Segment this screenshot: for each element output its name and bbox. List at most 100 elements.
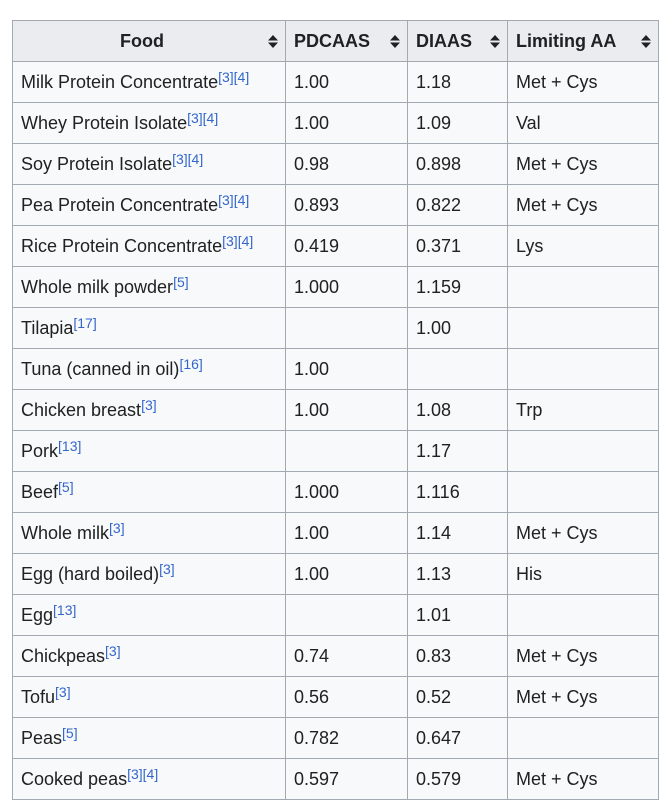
reference-link[interactable]: [4] — [142, 765, 159, 782]
pdcaas-value: 1.00 — [294, 522, 330, 543]
food-cell: Tuna (canned in oil)[16] — [12, 348, 286, 390]
table-row: Chickpeas[3] 0.74 0.83 Met + Cys — [12, 635, 659, 677]
reference-link[interactable]: [3] — [141, 396, 157, 413]
page: {"table": { "headers": ["Food", "PDCAAS"… — [0, 20, 672, 800]
reference-link[interactable]: [3] — [222, 232, 238, 249]
reference-link[interactable]: [3] — [172, 150, 188, 167]
sort-button[interactable] — [641, 35, 651, 48]
reference-link[interactable]: [3] — [105, 642, 121, 659]
food-cell: Beef[5] — [12, 471, 286, 513]
pdcaas-cell: 1.00 — [285, 389, 408, 431]
table-row: Milk Protein Concentrate[3][4] 1.00 1.18 Me… — [12, 61, 659, 103]
table-row: Beef[5] 1.000 1.116 — [12, 471, 659, 513]
references: [3][4] — [222, 233, 253, 249]
reference-link[interactable]: [4] — [233, 68, 250, 85]
limiting-cell — [507, 717, 659, 759]
diaas-value: 1.00 — [416, 317, 452, 338]
header-cell: Food — [12, 20, 286, 62]
header-row: Food PDCAAS DIAAS Limiting AA — [12, 20, 659, 62]
diaas-value: 1.14 — [416, 522, 452, 543]
reference-link[interactable]: [16] — [179, 355, 203, 372]
food-cell: Tilapia[17] — [12, 307, 286, 349]
limiting-value: Met + Cys — [516, 686, 598, 707]
pdcaas-value: 1.000 — [294, 276, 340, 297]
reference-link[interactable]: [5] — [62, 724, 78, 741]
food-name: Tilapia — [21, 317, 74, 338]
reference-link[interactable]: [5] — [58, 478, 74, 495]
header-cell: PDCAAS — [285, 20, 408, 62]
limiting-cell: Met + Cys — [507, 635, 659, 677]
sort-button[interactable] — [268, 35, 278, 48]
diaas-value: 1.01 — [416, 604, 452, 625]
pdcaas-cell: 0.893 — [285, 184, 408, 226]
diaas-value: 0.371 — [416, 235, 462, 256]
diaas-value: 0.52 — [416, 686, 452, 707]
table-row: Whole milk[3] 1.00 1.14 Met + Cys — [12, 512, 659, 554]
limiting-cell — [507, 430, 659, 472]
reference-link[interactable]: [3] — [127, 765, 143, 782]
table-row: Tilapia[17] 1.00 — [12, 307, 659, 349]
references: [3][4] — [172, 151, 203, 167]
reference-link[interactable]: [3] — [109, 519, 125, 536]
diaas-cell: 0.822 — [407, 184, 508, 226]
food-name: Peas — [21, 727, 63, 748]
reference-link[interactable]: [17] — [73, 314, 97, 331]
reference-link[interactable]: [3] — [187, 109, 203, 126]
food-cell: Chicken breast[3] — [12, 389, 286, 431]
reference-link[interactable]: [4] — [202, 109, 219, 126]
table-body: Milk Protein Concentrate[3][4] 1.00 1.18 Me… — [12, 61, 659, 800]
diaas-cell: 1.09 — [407, 102, 508, 144]
reference-link[interactable]: [3] — [218, 191, 234, 208]
references: [3] — [55, 684, 71, 700]
table-header: Food PDCAAS DIAAS Limiting AA — [12, 20, 659, 62]
references: [5] — [62, 725, 78, 741]
limiting-cell: Met + Cys — [507, 676, 659, 718]
pdcaas-value: 0.893 — [294, 194, 340, 215]
reference-link[interactable]: [5] — [173, 273, 189, 290]
references: [16] — [179, 356, 202, 372]
pdcaas-value: 0.419 — [294, 235, 340, 256]
limiting-cell — [507, 348, 659, 390]
diaas-cell: 1.17 — [407, 430, 508, 472]
reference-link[interactable]: [3] — [218, 68, 234, 85]
reference-link[interactable]: [3] — [55, 683, 71, 700]
pdcaas-cell: 1.00 — [285, 512, 408, 554]
reference-link[interactable]: [3] — [159, 560, 175, 577]
diaas-value: 0.898 — [416, 153, 462, 174]
limiting-value: Met + Cys — [516, 153, 598, 174]
reference-link[interactable]: [13] — [53, 601, 77, 618]
diaas-value: 1.09 — [416, 112, 452, 133]
food-name: Egg (hard boiled) — [21, 563, 160, 584]
food-name: Chickpeas — [21, 645, 106, 666]
pdcaas-cell: 1.000 — [285, 471, 408, 513]
food-name: Tofu — [21, 686, 56, 707]
pdcaas-value: 0.98 — [294, 153, 330, 174]
food-cell: Whole milk[3] — [12, 512, 286, 554]
sort-button[interactable] — [490, 35, 500, 48]
food-name: Chicken breast — [21, 399, 142, 420]
food-cell: Pea Protein Concentrate[3][4] — [12, 184, 286, 226]
table-row: Rice Protein Concentrate[3][4] 0.419 0.371… — [12, 225, 659, 267]
food-name: Egg — [21, 604, 54, 625]
reference-link[interactable]: [4] — [237, 232, 254, 249]
diaas-value: 1.17 — [416, 440, 452, 461]
references: [3] — [109, 520, 125, 536]
reference-link[interactable]: [4] — [187, 150, 204, 167]
table-row: Whole milk powder[5] 1.000 1.159 — [12, 266, 659, 308]
reference-link[interactable]: [4] — [233, 191, 250, 208]
diaas-value: 0.647 — [416, 727, 462, 748]
limiting-value: Met + Cys — [516, 768, 598, 789]
food-name: Tuna (canned in oil) — [21, 358, 180, 379]
reference-link[interactable]: [13] — [58, 437, 82, 454]
diaas-cell: 0.83 — [407, 635, 508, 677]
sort-button[interactable] — [390, 35, 400, 48]
food-cell: Milk Protein Concentrate[3][4] — [12, 61, 286, 103]
diaas-cell: 1.00 — [407, 307, 508, 349]
limiting-cell: Val — [507, 102, 659, 144]
food-cell: Chickpeas[3] — [12, 635, 286, 677]
food-name: Milk Protein Concentrate — [21, 71, 219, 92]
food-cell: Peas[5] — [12, 717, 286, 759]
limiting-cell: His — [507, 553, 659, 595]
table-row: Tuna (canned in oil)[16] 1.00 — [12, 348, 659, 390]
table-row: Pork[13] 1.17 — [12, 430, 659, 472]
